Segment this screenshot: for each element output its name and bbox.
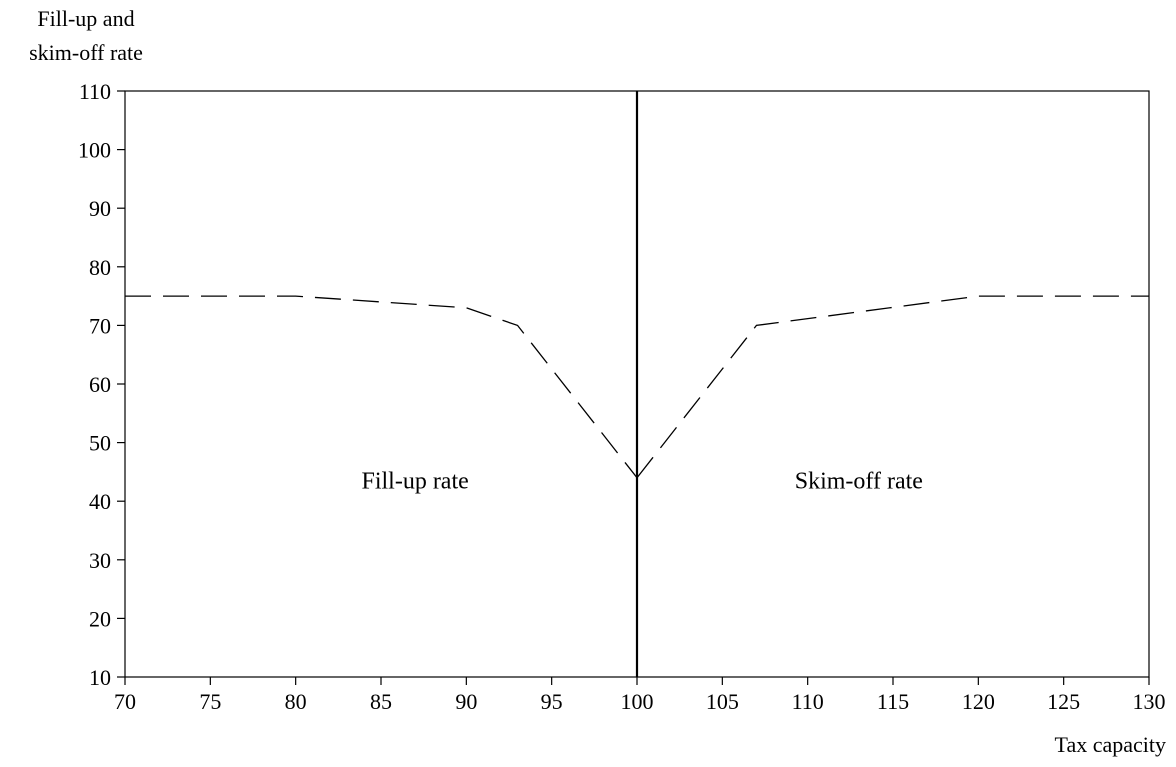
fill-up-rate-label: Fill-up rate [361, 469, 468, 495]
x-tick-label: 125 [1047, 689, 1080, 714]
x-tick-label: 85 [370, 689, 392, 714]
x-ticks: 70 75 80 85 90 95 100 105 110 115 120 125 130 [114, 677, 1166, 714]
y-axis-title-line2: skim-off rate [29, 40, 143, 65]
y-ticks: 10 20 30 40 50 60 70 80 90 100 110 [78, 79, 125, 690]
y-tick-label: 50 [89, 431, 111, 456]
skim-off-rate-label: Skim-off rate [795, 469, 923, 495]
x-axis-title: Tax capacity [1055, 732, 1166, 757]
x-tick-label: 90 [455, 689, 477, 714]
y-tick-label: 100 [78, 138, 111, 163]
y-axis-title-line1: Fill-up and [37, 6, 134, 31]
x-tick-label: 105 [706, 689, 739, 714]
x-tick-label: 120 [962, 689, 995, 714]
x-tick-label: 70 [114, 689, 136, 714]
x-tick-label: 100 [621, 689, 654, 714]
x-tick-label: 130 [1133, 689, 1166, 714]
x-tick-label: 75 [199, 689, 221, 714]
y-tick-label: 40 [89, 489, 111, 514]
x-tick-label: 80 [285, 689, 307, 714]
y-tick-label: 20 [89, 606, 111, 631]
y-tick-label: 80 [89, 255, 111, 280]
x-tick-label: 110 [792, 689, 824, 714]
y-tick-label: 30 [89, 548, 111, 573]
y-tick-label: 70 [89, 313, 111, 338]
series-layer [125, 295, 1149, 479]
x-tick-label: 95 [541, 689, 563, 714]
y-tick-label: 10 [89, 665, 111, 690]
y-tick-label: 60 [89, 372, 111, 397]
series-line-1 [636, 295, 1149, 479]
y-tick-label: 90 [89, 196, 111, 221]
x-tick-label: 115 [877, 689, 909, 714]
y-tick-label: 110 [79, 79, 111, 104]
series-line-0 [125, 295, 638, 479]
